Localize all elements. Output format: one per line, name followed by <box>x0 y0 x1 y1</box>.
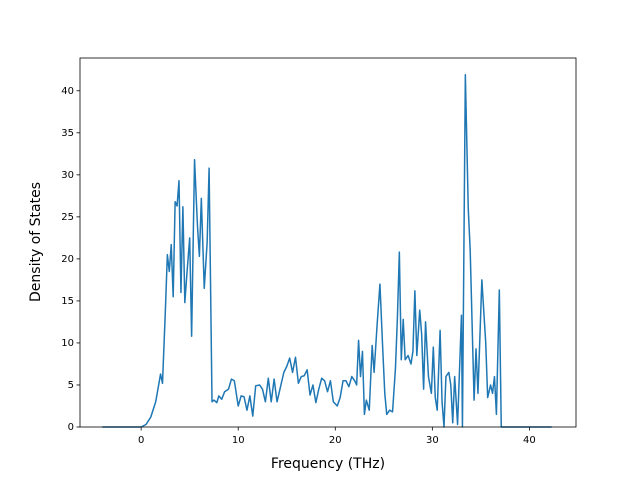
x-tick-label: 20 <box>329 435 342 446</box>
y-tick-label: 40 <box>61 86 74 97</box>
plot-frame <box>79 57 577 428</box>
x-tick-label: 10 <box>232 435 245 446</box>
y-tick-label: 10 <box>61 338 74 349</box>
data-line <box>102 74 552 428</box>
y-tick-label: 20 <box>61 254 74 265</box>
y-tick-label: 35 <box>61 128 74 139</box>
y-axis-label: Density of States <box>28 182 44 302</box>
y-tick-label: 15 <box>61 296 74 307</box>
y-tick-label: 25 <box>61 212 74 223</box>
x-tick-label: 0 <box>138 435 144 446</box>
y-tick-label: 5 <box>68 380 74 391</box>
y-tick-label: 0 <box>68 422 74 433</box>
x-tick-label: 40 <box>523 435 536 446</box>
x-tick-label: 30 <box>426 435 439 446</box>
y-tick-label: 30 <box>61 170 74 181</box>
x-axis-label: Frequency (THz) <box>271 456 385 472</box>
